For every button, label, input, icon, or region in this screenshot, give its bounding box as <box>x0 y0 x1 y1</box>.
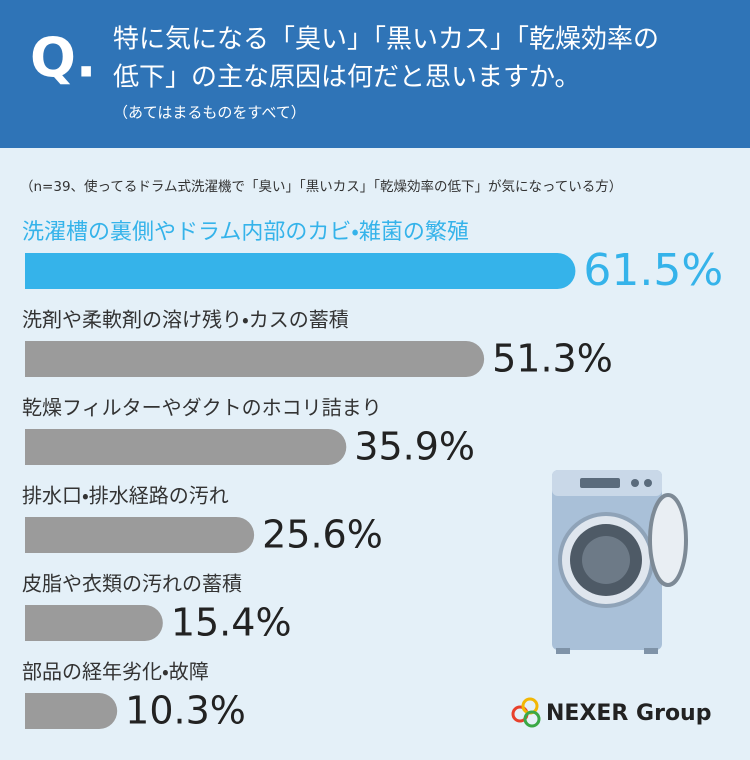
note: （n=39、使ってるドラム式洗濯機で「臭い」「黒いカス」「乾燥効率の低下」が気に… <box>20 178 622 195</box>
value-label: 15.4% <box>171 601 292 645</box>
bar <box>25 253 576 289</box>
machine-button <box>644 479 652 487</box>
logo-text: NEXER Group <box>546 701 711 726</box>
category-label: 洗剤や柔軟剤の溶け残り・カスの蓄積 <box>22 308 349 332</box>
value-label: 10.3% <box>125 689 246 733</box>
machine-door <box>648 493 688 587</box>
category-label: 乾燥フィルターやダクトのホコリ詰まり <box>22 396 382 420</box>
value-label: 51.3% <box>492 337 613 381</box>
question-line: 低下」の主な原因は何だと思いますか。 <box>113 63 580 93</box>
bar <box>25 693 118 729</box>
logo-ring <box>523 710 541 728</box>
bar <box>25 341 485 377</box>
washing-machine <box>552 470 688 654</box>
category-label: 皮脂や衣類の汚れの蓄積 <box>22 572 242 596</box>
drum-inner <box>582 536 630 584</box>
machine-foot <box>644 648 658 654</box>
header-band <box>0 0 750 148</box>
q-mark: Q. <box>30 27 96 90</box>
category-label: 洗濯槽の裏側やドラム内部のカビ・雑菌の繁殖 <box>22 220 469 245</box>
value-label: 35.9% <box>354 425 475 469</box>
value-label: 61.5% <box>583 245 723 296</box>
question-line: 特に気になる「臭い」「黒いカス」「乾燥効率の <box>113 25 659 55</box>
bar <box>25 429 347 465</box>
subtitle: （あてはまるものをすべて） <box>113 104 306 122</box>
logo: NEXER Group <box>511 697 711 728</box>
value-label: 25.6% <box>262 513 383 557</box>
category-label: 排水口・排水経路の汚れ <box>22 484 229 508</box>
category-label: 部品の経年劣化・故障 <box>22 660 209 684</box>
machine-button <box>631 479 639 487</box>
machine-foot <box>556 648 570 654</box>
bar <box>25 605 163 641</box>
bar <box>25 517 255 553</box>
machine-display <box>580 478 620 488</box>
